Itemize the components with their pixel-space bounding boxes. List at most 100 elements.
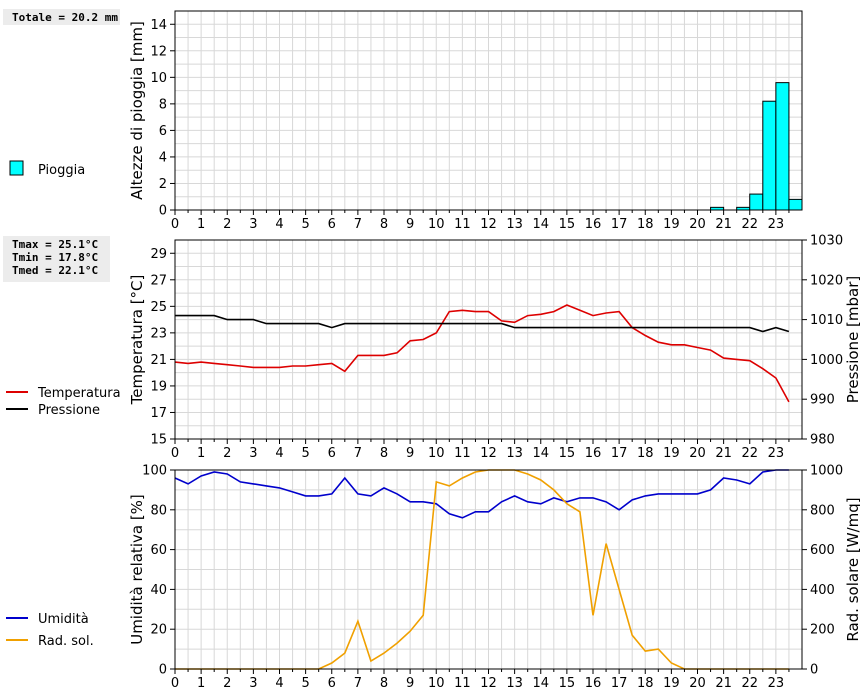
y-axis-label: Temperatura [°C] (128, 275, 146, 406)
y-axis-label: Umidità relativa [%] (128, 494, 146, 645)
chart-panel-3: 0 1 2 3 4 5 6 7 8 9 10 11 12 13 14 15 16 17 18 19 20 21 22 2302… (6, 464, 860, 690)
x-tick-label: 14 (532, 217, 549, 232)
x-tick-label: 23 (768, 217, 785, 232)
y-tick-label: 14 (150, 18, 167, 33)
x-tick-label: 14 (532, 676, 549, 690)
y-tick-label: 29 (150, 247, 167, 262)
series-line-2-2 (175, 314, 790, 333)
y-tick-label: 21 (150, 353, 167, 368)
x-tick-label: 13 (506, 676, 523, 690)
y-axis-left: 15 17 19 21 23 25 27 29 (150, 247, 175, 448)
x-tick-label: 18 (637, 217, 654, 232)
x-tick-label: 9 (406, 446, 414, 461)
x-tick-label: 2 (223, 217, 231, 232)
summary-line: Tmax = 25.1°C (12, 238, 98, 251)
x-tick-label: 18 (637, 676, 654, 690)
x-tick-label: 21 (715, 217, 732, 232)
x-tick-label: 9 (406, 217, 414, 232)
y-tick-label: 17 (150, 406, 167, 421)
rain-bar (749, 193, 764, 211)
x-tick-label: 16 (585, 676, 602, 690)
x-axis: 0 1 2 3 4 5 6 7 8 9 10 11 12 13 14 15 16 17 18 19 20 21 22 23 (171, 669, 790, 690)
x-tick-label: 20 (689, 446, 706, 461)
y2-tick-label: 990 (810, 393, 835, 408)
y-axis-label: Altezze di pioggia [mm] (128, 21, 146, 200)
legend-swatch (9, 160, 24, 176)
x-tick-label: 2 (223, 676, 231, 690)
y2-axis-label: Rad. solare [W/mq] (844, 497, 860, 641)
y-axis-left: 0 20 40 60 80 100 (142, 464, 175, 678)
x-tick-label: 5 (301, 217, 309, 232)
legend-label: Pioggia (38, 163, 85, 178)
x-tick-label: 19 (663, 676, 680, 690)
x-tick-label: 5 (301, 446, 309, 461)
x-tick-label: 11 (454, 676, 471, 690)
x-tick-label: 10 (428, 676, 445, 690)
x-tick-label: 1 (197, 446, 205, 461)
x-tick-label: 0 (171, 676, 179, 690)
x-tick-label: 4 (275, 676, 283, 690)
y-tick-label: 100 (142, 464, 167, 479)
x-tick-label: 21 (715, 446, 732, 461)
x-axis: 0 1 2 3 4 5 6 7 8 9 10 11 12 13 14 15 16 17 18 19 20 21 22 23 (171, 439, 790, 461)
x-tick-label: 22 (741, 676, 758, 690)
x-tick-label: 4 (275, 217, 283, 232)
y-tick-label: 4 (159, 150, 167, 165)
x-tick-label: 12 (480, 446, 497, 461)
x-tick-label: 7 (354, 446, 362, 461)
y2-tick-label: 1030 (810, 234, 843, 249)
y-tick-label: 23 (150, 326, 167, 341)
y-tick-label: 2 (159, 177, 167, 192)
chart-panel-2: 0 1 2 3 4 5 6 7 8 9 10 11 12 13 14 15 16 17 18 19 20 21 22 2315… (3, 234, 860, 461)
x-tick-label: 15 (559, 446, 576, 461)
x-tick-label: 9 (406, 676, 414, 690)
x-tick-label: 18 (637, 446, 654, 461)
x-tick-label: 1 (197, 217, 205, 232)
y-tick-label: 19 (150, 379, 167, 394)
summary-box: Totale = 20.2 mm (3, 9, 120, 25)
x-tick-label: 10 (428, 446, 445, 461)
summary-line: Totale = 20.2 mm (12, 11, 118, 24)
x-tick-label: 13 (506, 217, 523, 232)
y-axis-right: 0 200 400 600 800 1000 (802, 464, 843, 678)
y2-tick-label: 1010 (810, 313, 843, 328)
series-line-3-1 (174, 469, 789, 519)
y-tick-label: 6 (159, 124, 167, 139)
y-tick-label: 25 (150, 300, 167, 315)
x-tick-label: 16 (585, 217, 602, 232)
y-tick-label: 27 (150, 273, 167, 288)
x-tick-label: 6 (328, 217, 336, 232)
y2-tick-label: 400 (810, 583, 835, 598)
rain-bar (788, 198, 803, 211)
y-tick-label: 0 (159, 663, 167, 678)
x-tick-label: 15 (559, 676, 576, 690)
x-tick-label: 8 (380, 217, 388, 232)
y2-tick-label: 1000 (810, 464, 843, 479)
y-tick-label: 20 (150, 623, 167, 638)
y2-tick-label: 0 (810, 663, 818, 678)
x-tick-label: 2 (223, 446, 231, 461)
chart-panel-1: 0 1 2 3 4 5 6 7 8 9 10 11 12 13 14 15 16 17 18 19 20 21 22 2302… (3, 9, 803, 232)
x-tick-label: 12 (480, 217, 497, 232)
legend-label: Temperatura (37, 386, 121, 401)
x-tick-label: 4 (275, 446, 283, 461)
x-tick-label: 0 (171, 446, 179, 461)
x-tick-label: 3 (249, 446, 257, 461)
y2-tick-label: 1000 (810, 353, 843, 368)
x-tick-label: 3 (249, 676, 257, 690)
series-line-2-1 (174, 304, 790, 403)
x-tick-label: 7 (354, 217, 362, 232)
x-tick-label: 13 (506, 446, 523, 461)
x-tick-label: 20 (689, 217, 706, 232)
legend-label: Umidità (38, 612, 89, 627)
x-tick-label: 12 (480, 676, 497, 690)
y-axis-right: 980 990 1000 1010 1020 1030 (802, 234, 843, 448)
legend: Pioggia (9, 160, 85, 178)
y2-tick-label: 980 (810, 433, 835, 448)
x-tick-label: 0 (171, 217, 179, 232)
x-tick-label: 17 (611, 446, 628, 461)
rain-bar (762, 100, 777, 211)
y-tick-label: 12 (150, 44, 167, 59)
x-tick-label: 7 (354, 676, 362, 690)
